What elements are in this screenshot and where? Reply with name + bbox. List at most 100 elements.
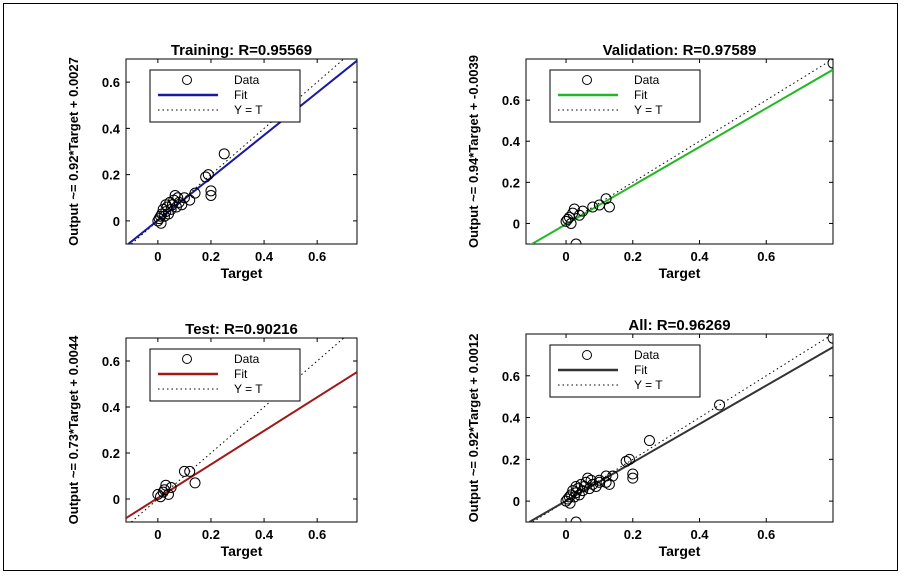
legend-label-fit: Fit [234,88,248,102]
data-point [620,455,632,467]
regression-figure: Training: R=0.95569 Target Output ~= 0.9… [66,42,834,559]
chart-title: All: R=0.96269 [628,317,730,334]
x-tick-label: 0.2 [624,249,642,264]
data-point [603,201,615,213]
data-point [583,483,595,495]
data-point [587,478,599,490]
panel-all: All: R=0.96269 Target Output ~= 0.92*Tar… [466,317,834,559]
y-tick-label: 0.4 [502,411,521,426]
y-tick-label: 0.6 [502,93,520,108]
data-point [573,209,585,221]
y-tick-label: 0.2 [502,452,520,467]
y-tick-label: 0 [513,494,520,509]
x-tick-label: 0.2 [202,249,220,264]
data-point [205,185,217,197]
data-point [202,169,214,181]
x-axis-label: Target [659,265,701,281]
y-axis-label: Output ~= 0.92*Target + 0.0012 [466,334,481,523]
panel-test: Test: R=0.90216 Target Output ~= 0.73*Ta… [66,321,358,559]
data-point [627,472,639,484]
data-point [205,189,217,201]
legend-label-identity: Y = T [234,382,263,396]
data-point [565,217,577,229]
x-tick-label: 0 [562,527,569,542]
y-tick-label: 0 [113,492,120,507]
data-point [627,468,639,480]
data-point [600,476,612,488]
y-tick-label: 0.4 [502,134,521,149]
data-point [184,194,196,206]
x-tick-label: 0.2 [202,527,220,542]
legend-label-data: Data [634,73,660,87]
data-point [200,171,212,183]
x-tick-label: 0.4 [690,527,709,542]
data-point [160,206,172,218]
data-point [189,477,201,489]
data-point [570,516,582,522]
data-point [572,483,584,495]
legend-label-fit: Fit [234,367,248,381]
chart-title: Training: R=0.95569 [171,42,312,59]
x-tick-label: 0 [154,249,161,264]
legend-label-identity: Y = T [634,378,663,392]
x-tick-label: 0.6 [757,527,775,542]
identity-line [532,59,833,244]
data-point [218,148,230,160]
data-point [827,59,833,69]
data-point [178,192,190,204]
fit-line [527,346,833,522]
y-tick-label: 0 [113,214,120,229]
y-axis-label: Output ~= 0.92*Target + 0.0027 [66,57,81,246]
data-point [573,489,585,501]
y-tick-label: 0.6 [102,75,120,90]
y-tick-label: 0.2 [102,168,120,183]
data-point [643,435,655,447]
data-point [184,465,196,477]
x-axis-label: Target [659,543,701,559]
x-tick-label: 0.4 [255,249,274,264]
data-point [165,482,177,493]
identity-line [130,338,345,522]
legend-label-data: Data [634,348,660,362]
data-point [714,399,726,411]
x-tick-label: 0.6 [757,249,775,264]
y-tick-label: 0.2 [102,446,120,461]
x-tick-label: 0.6 [308,249,326,264]
figure-frame: Training: R=0.95569 Target Output ~= 0.9… [3,3,898,571]
identity-line [130,59,345,244]
data-point [162,488,174,500]
chart-title: Test: R=0.90216 [185,321,298,338]
y-tick-label: 0.4 [102,400,121,415]
y-tick-label: 0 [513,216,520,231]
chart-title: Validation: R=0.97589 [603,42,757,59]
legend-label-identity: Y = T [234,103,263,117]
y-tick-label: 0.2 [502,175,520,190]
x-axis-label: Target [221,265,263,281]
fit-line [529,68,833,244]
legend-label-data: Data [234,73,260,87]
legend-label-data: Data [234,352,260,366]
x-tick-label: 0.6 [308,527,326,542]
fit-line [126,59,357,244]
y-tick-label: 0.4 [102,121,121,136]
x-tick-label: 0.4 [255,527,274,542]
data-point [178,465,190,477]
legend-label-fit: Fit [634,88,648,102]
legend-marker-data [182,354,192,364]
data-point [623,453,635,465]
legend-marker-data [582,75,592,85]
data-point [155,217,167,229]
legend-label-fit: Fit [634,363,648,377]
y-axis-label: Output ~= 0.73*Target + 0.0044 [66,335,81,524]
data-point [577,205,589,217]
data-point [172,192,184,204]
data-point [587,201,599,213]
data-point [570,238,582,244]
data-point [603,478,615,490]
legend-label-identity: Y = T [634,103,663,117]
data-point [189,187,201,199]
data-point [590,480,602,492]
y-tick-label: 0.6 [102,354,120,369]
x-tick-label: 0 [154,527,161,542]
legend-marker-data [182,75,192,85]
